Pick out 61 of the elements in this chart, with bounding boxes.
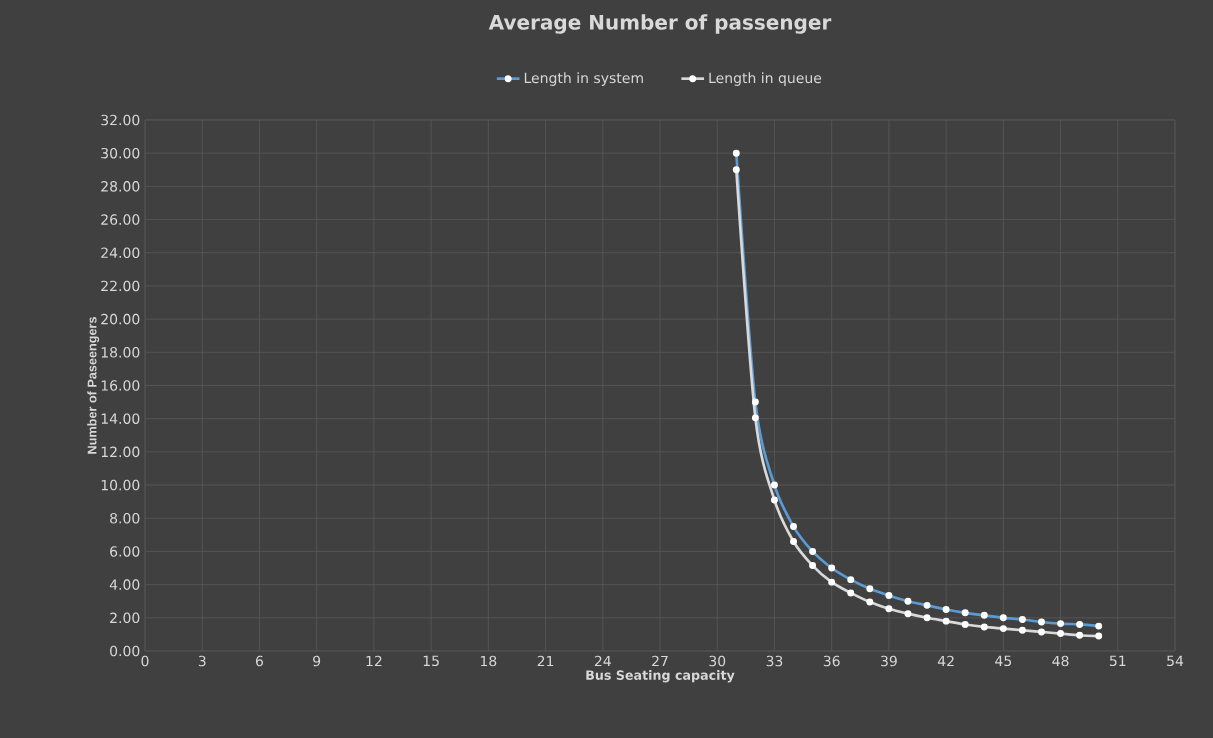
x-tick-label: 0 [141,655,149,667]
y-tick-label: 12.00 [101,446,140,458]
y-tick-label: 26.00 [101,214,140,225]
point [828,578,836,586]
point [904,610,912,618]
chart-title: Average Number of passenger [488,14,832,34]
x-tick-label: 36 [823,655,840,667]
y-tick-label: 10.00 [101,479,140,491]
y-tick-label: 0.00 [110,645,140,657]
x-tick-label: 48 [1052,655,1069,667]
x-tick-label: 33 [766,655,783,667]
x-tick-label: 21 [537,655,554,667]
y-tick-label: 24.00 [101,247,140,259]
point [1038,628,1045,636]
x-axis-title: Bus Seating capacity [586,670,735,683]
x-tick-label: 9 [313,655,321,667]
x-tick-label: 18 [480,655,497,667]
point [1018,626,1026,634]
y-tick-label: 20.00 [101,313,140,325]
point [732,166,740,174]
point [1057,630,1065,638]
x-tick-label: 45 [995,655,1012,667]
x-tick-label: 27 [652,655,668,667]
legend-label: Length in system [524,72,643,86]
point [961,620,969,628]
x-tick-label: 42 [937,655,954,667]
y-tick-label: 6.00 [110,546,140,557]
x-tick-label: 24 [594,655,611,667]
point [942,617,950,625]
x-tick-label: 6 [255,655,264,667]
point [923,614,931,622]
x-tick-label: 15 [423,655,439,667]
x-tick-label: 51 [1109,655,1126,667]
point [751,414,759,422]
point [809,562,817,570]
point [770,496,778,504]
y-tick-label: 8.00 [110,512,140,524]
x-tick-label: 54 [1167,655,1184,667]
y-tick-label: 28.00 [101,181,140,192]
x-tick-label: 39 [881,655,897,667]
point [980,623,988,631]
y-tick-label: 4.00 [109,579,140,590]
legend-label: Length in queue [709,72,822,86]
x-tick-label: 3 [198,655,206,667]
point [847,589,855,597]
y-axis-title: Number of Paseengers [87,317,100,454]
y-tick-label: 32.00 [101,114,140,126]
point [1076,631,1084,639]
y-tick-label: 18.00 [101,347,140,358]
point [885,605,893,613]
y-tick-label: 30.00 [101,147,140,159]
y-tick-label: 2.00 [110,612,140,624]
y-tick-label: 14.00 [101,413,140,424]
point [790,538,797,545]
point [866,598,874,606]
point [1095,632,1103,640]
y-tick-label: 16.00 [101,380,140,391]
x-tick-label: 12 [366,655,382,667]
point [999,625,1007,633]
y-tick-label: 22.00 [101,280,140,292]
x-tick-label: 30 [709,655,726,667]
